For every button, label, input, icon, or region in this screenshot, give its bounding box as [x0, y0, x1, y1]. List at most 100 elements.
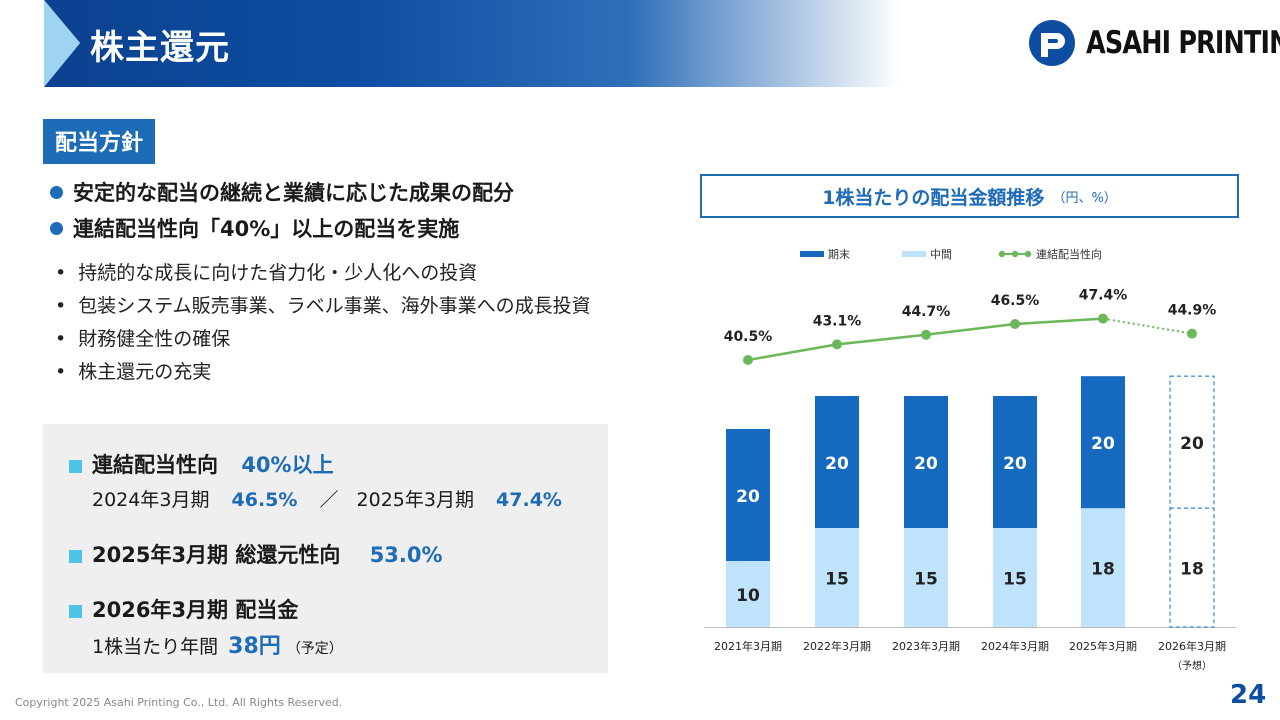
legend-swatch-mid [902, 251, 926, 257]
legend-marker-payout [1024, 250, 1032, 258]
fy25-value: 47.4% [496, 489, 562, 511]
fy24-value: 46.5% [231, 489, 298, 511]
bullet-dot-icon [50, 221, 63, 235]
bar-segment-mid [1081, 508, 1125, 627]
bar-label-end: 20 [1091, 434, 1115, 454]
fy24-label: 2024年3月期 [92, 489, 210, 511]
legend-label-mid: 中間 [930, 248, 952, 261]
x-tick-label: 2023年3月期 [892, 639, 960, 653]
bar-label-mid: 15 [1003, 570, 1027, 590]
bar-segment-mid [904, 528, 948, 627]
headline-2: 連結配当性向「40%」以上の配当を実施 [50, 213, 459, 243]
chart-title-box: 1株当たりの配当金額推移 （円、%） [700, 174, 1239, 218]
payout-label: 44.7% [902, 304, 951, 320]
chart-unit: （円、%） [1052, 190, 1117, 206]
bar-segment-end [815, 396, 859, 528]
bar-label-end: 20 [914, 454, 938, 474]
summary-box: 連結配当性向 40%以上 2024年3月期 46.5% ／ 2025年3月期 4… [43, 424, 608, 673]
bullet-text: 包装システム販売事業、ラベル事業、海外事業への成長投資 [78, 295, 591, 317]
payout-line-segment [1014, 317, 1104, 326]
fy25-label: 2025年3月期 [356, 489, 474, 511]
annual-note: （予定） [286, 641, 343, 657]
copyright: Copyright 2025 Asahi Printing Co., Ltd. … [15, 696, 343, 709]
legend-marker-payout [1011, 250, 1019, 258]
bar-label-end: 20 [736, 487, 760, 507]
bar-label-mid: 18 [1180, 560, 1204, 580]
bar-forecast-outline [1169, 375, 1215, 628]
bar-segment-mid [726, 561, 770, 627]
total-return-heading: 2025年3月期 総還元性向 53.0% [69, 539, 443, 569]
payout-line-segment [925, 322, 1016, 337]
headline-text: 安定的な配当の継続と業績に応じた成果の配分 [73, 181, 514, 205]
x-tick-label: 2022年3月期 [803, 639, 871, 653]
headline-text: 連結配当性向「40%」以上の配当を実施 [73, 217, 460, 241]
logo-text: ASAHI PRINTING [1086, 25, 1280, 61]
legend-label-end: 期末 [828, 247, 850, 261]
x-tick-label: 2024年3月期 [981, 639, 1049, 653]
legend-marker-payout [998, 250, 1006, 258]
annual-label: 1株当たり年間 [92, 636, 219, 658]
page-number: 24 [1230, 680, 1267, 710]
legend-swatch-end [800, 251, 824, 257]
annual-dividend: 1株当たり年間 38円 （予定） [92, 628, 343, 660]
bar-label-mid: 15 [825, 570, 849, 590]
payout-label: 40.5% [724, 329, 773, 345]
bar-segment-mid [993, 528, 1037, 627]
payout-line-segment [747, 343, 838, 362]
payout-label: 44.9% [1168, 303, 1217, 319]
bar-label-end: 20 [825, 454, 849, 474]
logo-mark-icon [1029, 20, 1075, 66]
x-tick-note: （予想） [1172, 659, 1212, 672]
payout-point [832, 339, 842, 350]
square-bullet-icon [69, 459, 82, 473]
bar-label-mid: 15 [914, 570, 938, 590]
bar-segment-end [904, 396, 948, 528]
payout-point [1010, 319, 1020, 329]
header-arrow-icon [0, 0, 80, 87]
total-label: 2025年3月期 総還元性向 [92, 543, 341, 567]
payout-value: 40%以上 [241, 453, 334, 477]
square-bullet-icon [69, 604, 82, 618]
bullet-text: 株主還元の充実 [78, 361, 212, 383]
payout-point [1187, 328, 1197, 339]
square-bullet-icon [69, 549, 82, 563]
headline-1: 安定的な配当の継続と業績に応じた成果の配分 [50, 177, 514, 207]
bar-segment-end [993, 396, 1037, 528]
payout-line-segment [836, 333, 927, 346]
payout-history: 2024年3月期 46.5% ／ 2025年3月期 47.4% [92, 485, 562, 512]
bullet-text: 持続的な成長に向けた省力化・少人化への投資 [78, 262, 478, 284]
payout-label: 47.4% [1079, 288, 1128, 304]
payout-heading: 連結配当性向 40%以上 [69, 449, 334, 479]
bar-segment-end [1081, 376, 1125, 509]
bullet-item: • 包装システム販売事業、ラベル事業、海外事業への成長投資 [55, 295, 591, 317]
x-tick-label: 2026年3月期 [1158, 639, 1226, 653]
bar-label-end: 20 [1180, 434, 1204, 454]
bullet-item: • 株主還元の充実 [55, 361, 212, 383]
dividend-heading: 2026年3月期 配当金 [69, 594, 298, 624]
payout-label: 46.5% [991, 293, 1040, 309]
chart-title: 1株当たりの配当金額推移 [822, 186, 1045, 209]
payout-point [921, 329, 931, 340]
header-banner: 株主還元 [0, 0, 900, 87]
bar-label-mid: 18 [1091, 560, 1115, 580]
payout-label: 連結配当性向 [92, 453, 218, 477]
bullet-item: • 財務健全性の確保 [55, 328, 231, 350]
x-tick-label: 2021年3月期 [714, 639, 782, 653]
payout-point [743, 355, 753, 365]
bar-label-mid: 10 [736, 586, 760, 606]
payout-line-forecast-segment [1102, 317, 1193, 335]
legend-label-payout: 連結配当性向 [1036, 247, 1102, 261]
annual-value: 38円 [228, 634, 281, 659]
bullet-text: 財務健全性の確保 [78, 328, 231, 350]
x-tick-label: 2025年3月期 [1069, 639, 1137, 653]
policy-tag: 配当方針 [43, 119, 156, 164]
payout-label: 43.1% [813, 313, 862, 329]
page-title: 株主還元 [90, 28, 230, 68]
bullet-item: • 持続的な成長に向けた省力化・少人化への投資 [55, 262, 478, 284]
total-value: 53.0% [369, 543, 443, 567]
bar-label-end: 20 [1003, 454, 1027, 474]
bar-segment-end [726, 429, 770, 561]
bullet-dot-icon [50, 185, 63, 199]
bar-segment-mid [815, 528, 859, 627]
separator: ／ [319, 489, 339, 511]
